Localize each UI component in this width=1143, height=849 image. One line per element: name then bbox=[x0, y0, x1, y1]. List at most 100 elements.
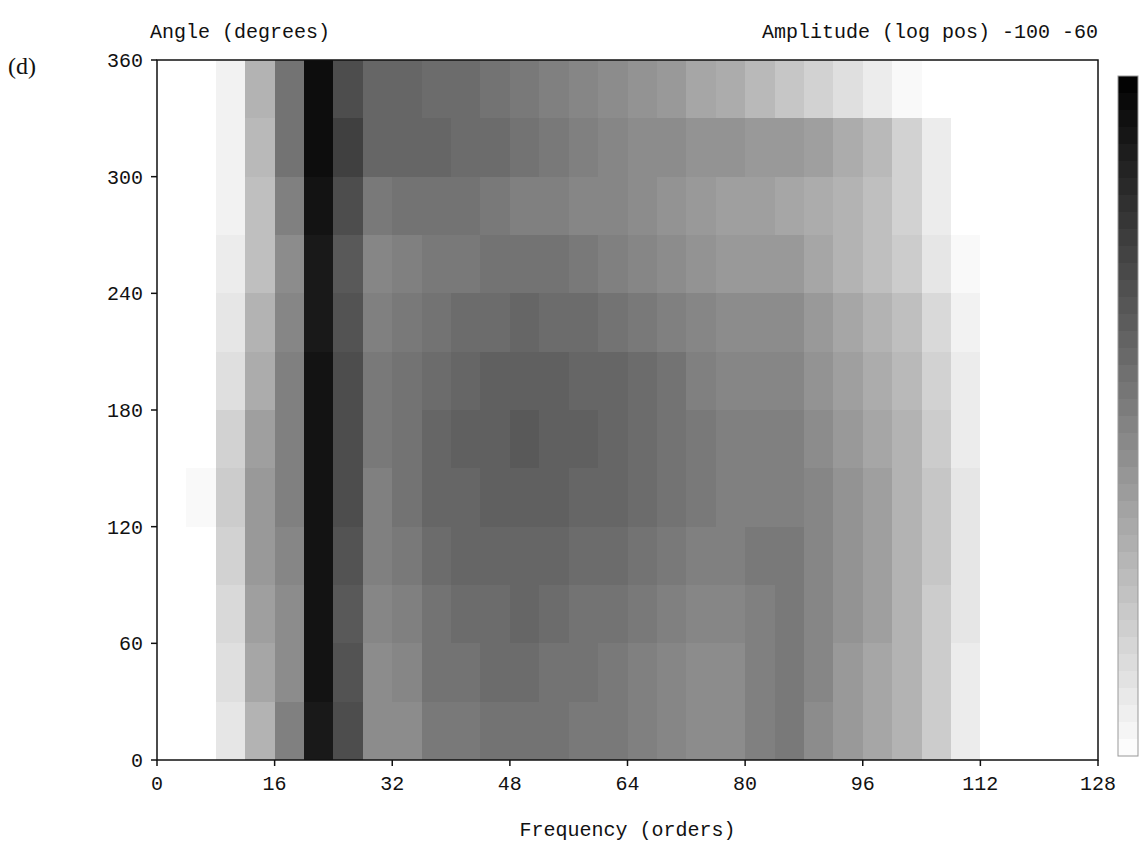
cell bbox=[186, 352, 215, 410]
cell bbox=[775, 585, 804, 643]
cell bbox=[892, 293, 921, 351]
cell bbox=[980, 235, 1009, 293]
colorbar-step bbox=[1118, 263, 1138, 281]
cell bbox=[775, 643, 804, 701]
cell bbox=[951, 468, 980, 526]
cell bbox=[569, 177, 598, 235]
cell bbox=[451, 527, 480, 585]
cell bbox=[275, 177, 304, 235]
x-tick-label: 48 bbox=[498, 773, 522, 796]
cell bbox=[392, 527, 421, 585]
cell bbox=[892, 118, 921, 176]
cell bbox=[716, 235, 745, 293]
cell bbox=[363, 235, 392, 293]
cell bbox=[745, 468, 774, 526]
cell bbox=[628, 468, 657, 526]
cell bbox=[804, 352, 833, 410]
cell bbox=[216, 352, 245, 410]
colorbar-step bbox=[1118, 93, 1138, 111]
colorbar-step bbox=[1118, 144, 1138, 162]
cell bbox=[304, 585, 333, 643]
cell bbox=[980, 643, 1009, 701]
cell bbox=[716, 60, 745, 118]
cell bbox=[686, 585, 715, 643]
cell bbox=[216, 118, 245, 176]
cell bbox=[716, 585, 745, 643]
cell bbox=[157, 60, 186, 118]
cell bbox=[304, 352, 333, 410]
cell bbox=[569, 468, 598, 526]
colorbar-frame bbox=[1118, 76, 1138, 756]
cell bbox=[539, 527, 568, 585]
cell bbox=[892, 410, 921, 468]
colorbar-step bbox=[1118, 127, 1138, 145]
y-tick bbox=[151, 643, 157, 645]
y-tick bbox=[151, 176, 157, 178]
cell bbox=[598, 118, 627, 176]
cell bbox=[1069, 702, 1098, 760]
cell bbox=[275, 527, 304, 585]
cell bbox=[510, 643, 539, 701]
cell bbox=[804, 293, 833, 351]
cell bbox=[775, 527, 804, 585]
cell bbox=[451, 235, 480, 293]
cell bbox=[157, 118, 186, 176]
cell bbox=[216, 60, 245, 118]
cell bbox=[216, 702, 245, 760]
colorbar bbox=[1118, 76, 1138, 757]
cell bbox=[922, 118, 951, 176]
cell bbox=[539, 60, 568, 118]
cell bbox=[892, 585, 921, 643]
cell bbox=[333, 60, 362, 118]
cell bbox=[804, 702, 833, 760]
cell bbox=[1039, 643, 1068, 701]
cell bbox=[922, 235, 951, 293]
cell bbox=[833, 468, 862, 526]
cell bbox=[569, 352, 598, 410]
cell bbox=[951, 293, 980, 351]
cell bbox=[922, 293, 951, 351]
cell bbox=[1069, 643, 1098, 701]
cell bbox=[1010, 585, 1039, 643]
cell bbox=[775, 235, 804, 293]
cell bbox=[304, 118, 333, 176]
cell bbox=[686, 643, 715, 701]
cell bbox=[422, 527, 451, 585]
x-tick-label: 80 bbox=[733, 773, 757, 796]
cell bbox=[186, 702, 215, 760]
cell bbox=[480, 702, 509, 760]
cell bbox=[833, 585, 862, 643]
plot-frame bbox=[157, 60, 1098, 760]
cell bbox=[745, 643, 774, 701]
cell bbox=[628, 293, 657, 351]
cell bbox=[922, 60, 951, 118]
colorbar-step bbox=[1118, 535, 1138, 553]
cell bbox=[275, 702, 304, 760]
cell bbox=[157, 468, 186, 526]
cell bbox=[657, 468, 686, 526]
colorbar-step bbox=[1118, 399, 1138, 417]
cell bbox=[333, 352, 362, 410]
cell bbox=[216, 177, 245, 235]
cell bbox=[1069, 352, 1098, 410]
cell bbox=[833, 177, 862, 235]
cell bbox=[1010, 410, 1039, 468]
cell bbox=[863, 468, 892, 526]
cell bbox=[922, 177, 951, 235]
cell bbox=[363, 643, 392, 701]
cell bbox=[245, 410, 274, 468]
cell bbox=[157, 643, 186, 701]
cell bbox=[480, 410, 509, 468]
colorbar-step bbox=[1118, 348, 1138, 366]
colorbar-title: Amplitude (log pos)-100-60 bbox=[762, 21, 1098, 44]
x-tick-label: 64 bbox=[615, 773, 639, 796]
cell bbox=[1039, 177, 1068, 235]
cell bbox=[157, 527, 186, 585]
cell bbox=[745, 585, 774, 643]
cell bbox=[363, 118, 392, 176]
colorbar-step bbox=[1118, 297, 1138, 315]
cell bbox=[745, 702, 774, 760]
cell bbox=[775, 118, 804, 176]
cell bbox=[333, 293, 362, 351]
cell bbox=[422, 293, 451, 351]
